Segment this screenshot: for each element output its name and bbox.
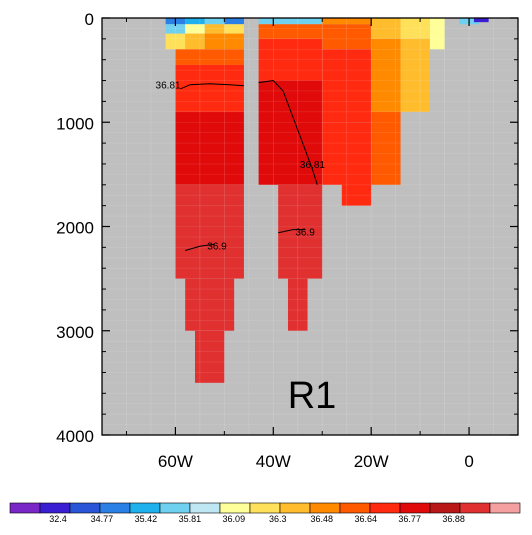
- field-cell: [473, 18, 489, 23]
- field-cell: [258, 24, 323, 39]
- colorbar-swatch: [69, 502, 101, 514]
- contour-line: [278, 229, 306, 234]
- field-cell: [224, 33, 244, 50]
- contour-lines: 36.81 36.81 36.9 36.9: [156, 79, 325, 252]
- x-tick-label: 20W: [354, 452, 389, 471]
- colorbar-label: 36.64: [354, 514, 377, 524]
- colorbar-swatch: [459, 502, 491, 514]
- field-cell: [175, 64, 244, 112]
- colorbar-swatch: [129, 502, 161, 514]
- x-tick-label: 0: [464, 452, 473, 471]
- colorbar-swatch: [279, 502, 311, 514]
- colorbar-swatch: [219, 502, 251, 514]
- field-cell: [165, 24, 186, 34]
- y-tick-label: 0: [85, 10, 94, 29]
- y-tick-label: 1000: [56, 114, 94, 133]
- colorbar-swatch: [159, 502, 191, 514]
- field-cell: [429, 18, 445, 50]
- field-cell: [185, 18, 205, 25]
- x-tick-label: 60W: [158, 452, 193, 471]
- colorbar-label: 36.09: [223, 514, 246, 524]
- field-cell: [371, 18, 401, 39]
- colorbar-label: 36.88: [442, 514, 465, 524]
- colorbar-swatch: [189, 502, 221, 514]
- colorbar-swatch: [249, 502, 281, 514]
- colorbar-label: 36.3: [269, 514, 287, 524]
- contour-label: 36.9: [207, 241, 227, 252]
- field-cell: [224, 18, 244, 25]
- colorbar-label: 36.77: [398, 514, 421, 524]
- colorbar-swatch: [309, 502, 341, 514]
- contour-label: 36.81: [300, 160, 325, 171]
- field-cell: [371, 111, 401, 185]
- colorbar-swatch: [9, 502, 41, 514]
- salinity-field: [102, 18, 518, 435]
- field-cell: [322, 24, 372, 50]
- colorbar-swatch: [399, 502, 431, 514]
- contour-line: [258, 79, 318, 185]
- field-cell: [258, 38, 323, 81]
- field-cell: [185, 24, 205, 34]
- field-cell: [165, 33, 186, 50]
- field-cell: [175, 184, 244, 279]
- colorbar: 32.4 34.77 35.42 35.81 36.09 36.3 36.48 36.64 36…: [9, 502, 521, 524]
- colorbar-label: 32.4: [49, 514, 67, 524]
- field-cell: [341, 122, 372, 206]
- field-cell: [371, 38, 401, 112]
- colorbar-swatch: [339, 502, 371, 514]
- field-cell: [400, 80, 430, 112]
- field-cell: [322, 49, 372, 123]
- axes: 0 1000 2000 3000 4000 60W 40W 20W 0: [56, 10, 519, 471]
- colorbar-label: 35.42: [135, 514, 158, 524]
- colorbar-swatch: [369, 502, 401, 514]
- field-cell: [224, 24, 244, 34]
- field-cell: [204, 33, 225, 50]
- field-cell: [204, 18, 225, 25]
- contour-line: [180, 83, 244, 90]
- contour-label: 36.9: [295, 228, 315, 239]
- field-cell: [175, 49, 244, 65]
- field-cell: [204, 24, 225, 34]
- colorbar-swatch: [39, 502, 71, 514]
- field-cell: [258, 18, 323, 25]
- contour-line: [185, 243, 215, 251]
- colorbar-swatch: [99, 502, 131, 514]
- colorbar-label: 34.77: [91, 514, 114, 524]
- field-cell: [322, 18, 372, 25]
- colorbar-label: 36.48: [310, 514, 333, 524]
- field-cell: [185, 33, 205, 50]
- panel-label: R1: [288, 375, 337, 417]
- field-cell: [185, 278, 235, 331]
- colorbar-label: 35.81: [179, 514, 202, 524]
- field-cell: [287, 278, 308, 331]
- x-tick-label: 40W: [256, 452, 291, 471]
- colorbar-swatch: [429, 502, 461, 514]
- colorbar-swatch: [489, 502, 521, 514]
- y-tick-label: 4000: [56, 427, 94, 446]
- field-cell: [194, 330, 225, 383]
- y-tick-label: 3000: [56, 323, 94, 342]
- field-cell: [175, 111, 244, 185]
- y-tick-label: 2000: [56, 219, 94, 238]
- field-cell: [400, 18, 430, 39]
- field-cell: [400, 38, 430, 81]
- contour-label: 36.81: [156, 81, 181, 92]
